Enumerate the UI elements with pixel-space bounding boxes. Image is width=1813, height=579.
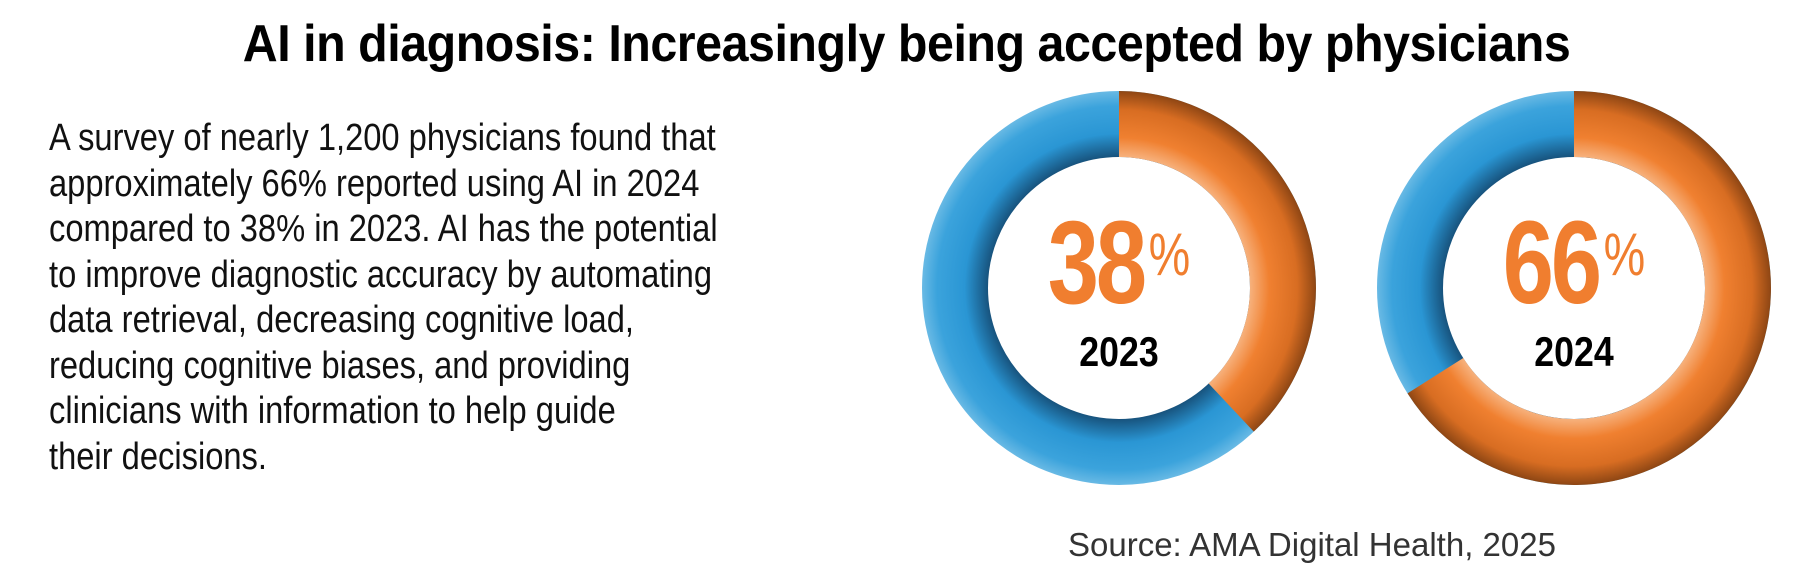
paragraph-line: approximately 66% reported using AI in 2… [49, 162, 700, 205]
percent-sign: % [1148, 221, 1191, 288]
donut-ring-2023 [922, 91, 1316, 485]
percent-sign: % [1603, 221, 1646, 288]
year-label-2024: 2024 [1534, 328, 1614, 375]
donut-segment-using [1118, 91, 1316, 432]
paragraph-line: data retrieval, decreasing cognitive loa… [49, 299, 634, 341]
paragraph-line: reducing cognitive biases, and providing [49, 344, 631, 387]
donut-chart-2024: 66% 2024 [1374, 88, 1774, 488]
percent-value-2023: 38% [1047, 197, 1191, 329]
paragraph-line: A survey of nearly 1,200 physicians foun… [49, 117, 716, 159]
source-note: Source: AMA Digital Health, 2025 [1068, 526, 1556, 563]
paragraph-line: clinicians with information to help guid… [49, 390, 616, 432]
paragraph-line: compared to 38% in 2023. AI has the pote… [49, 208, 718, 250]
donut-segment-using [1407, 91, 1771, 485]
percent-value-2024: 66% [1502, 197, 1646, 329]
description-paragraph: A survey of nearly 1,200 physicians foun… [49, 116, 806, 480]
chart-title: AI in diagnosis: Increasingly being acce… [242, 15, 1571, 73]
donut-chart-2023: 38% 2023 [919, 88, 1319, 488]
paragraph-line: their decisions. [49, 435, 267, 478]
year-label-2023: 2023 [1079, 328, 1159, 375]
donut-ring-2024 [1377, 91, 1771, 485]
paragraph-line: to improve diagnostic accuracy by automa… [49, 253, 713, 296]
